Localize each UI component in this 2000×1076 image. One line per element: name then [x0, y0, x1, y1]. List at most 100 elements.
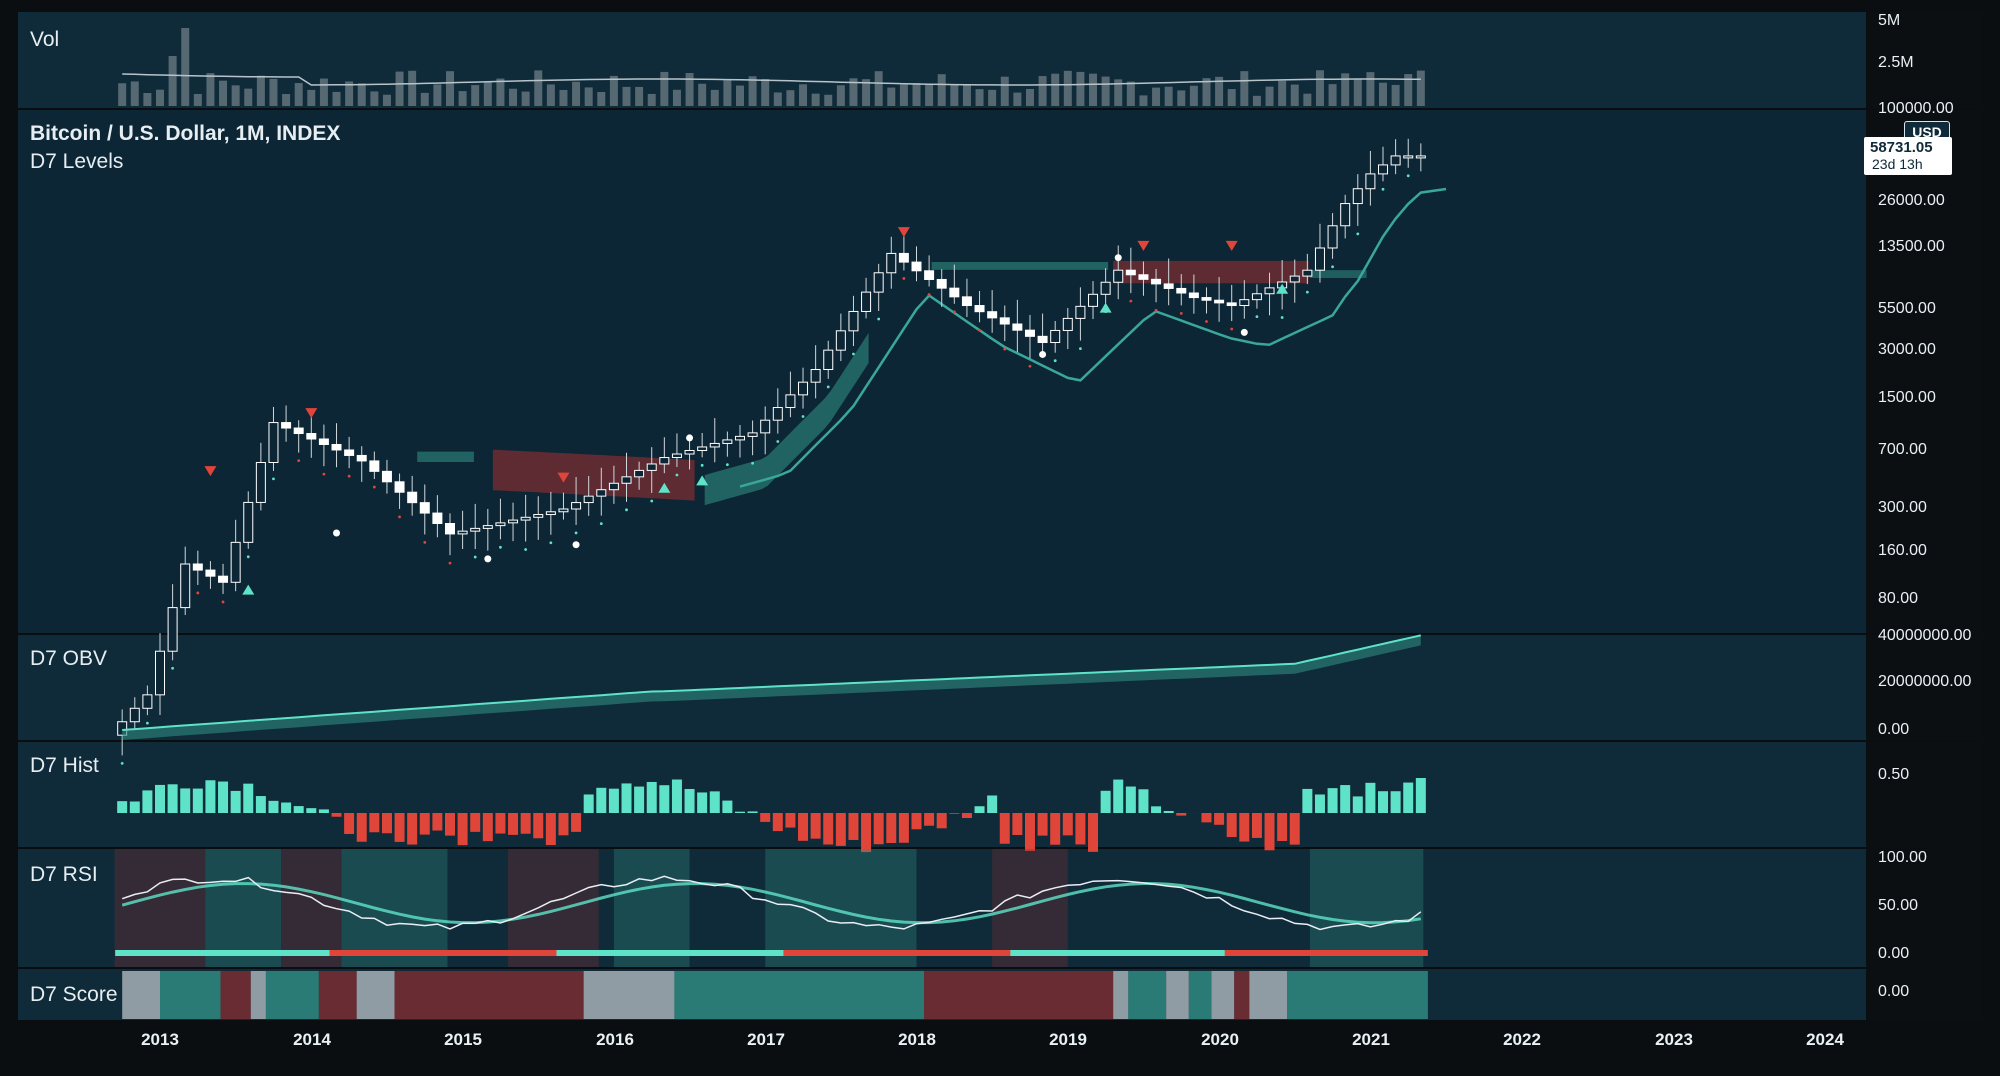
- year-tick: 2015: [444, 1030, 482, 1049]
- sell-signal-marker: [305, 408, 318, 419]
- rsi-state-bar: [1010, 950, 1025, 956]
- volume-bar: [698, 83, 707, 106]
- buy-signal-marker: [1276, 283, 1289, 294]
- candle-body: [444, 523, 455, 535]
- candle-body: [508, 519, 519, 524]
- level-dot: [927, 293, 931, 296]
- candle-body: [1289, 275, 1300, 283]
- price-tick: 100000.00: [1878, 100, 1954, 117]
- hist-bar: [344, 813, 355, 834]
- indicator-label-hist[interactable]: D7 Hist: [30, 754, 99, 777]
- candle-body: [432, 512, 443, 525]
- cloud-band: [1309, 270, 1367, 278]
- candle-body: [281, 422, 292, 429]
- rsi-state-bar: [304, 950, 319, 956]
- hist-bar: [1100, 790, 1111, 813]
- rsi-axis[interactable]: 100.00 50.00 0.00: [1866, 849, 1982, 967]
- volume-bar: [811, 93, 820, 106]
- hist-axis[interactable]: 0.50: [1866, 742, 1982, 847]
- score-segment: [1166, 971, 1189, 1019]
- candle-body: [306, 433, 317, 440]
- hist-bar: [1201, 813, 1212, 823]
- hist-bar: [1062, 813, 1073, 836]
- level-dot: [725, 463, 729, 467]
- level-dot: [1003, 347, 1007, 351]
- indicator-label-rsi[interactable]: D7 RSI: [30, 863, 98, 886]
- rsi-state-bar: [1275, 950, 1290, 956]
- last-price-value: 58731.05: [1870, 139, 1933, 156]
- hist-bar: [873, 813, 884, 845]
- price-panel[interactable]: Bitcoin / U.S. Dollar, 1M, INDEX D7 Leve…: [18, 110, 1866, 633]
- hist-bar: [218, 781, 229, 813]
- hist-bar: [571, 813, 582, 832]
- candle-body: [861, 291, 872, 312]
- indicator-label-obv[interactable]: D7 OBV: [30, 647, 108, 670]
- volume-bar: [496, 78, 505, 106]
- indicator-label-score[interactable]: D7 Score: [30, 983, 118, 1006]
- level-dot: [1331, 265, 1334, 269]
- hist-bar: [974, 806, 985, 813]
- score-axis[interactable]: 0.00: [1866, 969, 1982, 1020]
- candle-body: [1415, 155, 1426, 159]
- rsi-state-bar: [253, 950, 268, 956]
- rsi-panel[interactable]: D7 RSI: [18, 849, 1866, 967]
- rsi-zone: [765, 849, 917, 967]
- volume-bar: [130, 81, 139, 106]
- price-axis[interactable]: 100000.00 26000.00 13500.00 5500.00 3000…: [1866, 100, 1982, 633]
- rsi-zone: [613, 849, 690, 967]
- rsi-state-bar: [216, 950, 231, 956]
- rsi-state-bar: [1086, 950, 1101, 956]
- hist-bar: [1037, 813, 1048, 836]
- volume-bar: [1189, 85, 1198, 106]
- score-segment: [1113, 971, 1129, 1019]
- time-axis[interactable]: 2013 2014 2015 2016 2017 2018 2019 2020 …: [18, 1022, 1866, 1066]
- hist-panel[interactable]: D7 Hist: [18, 742, 1866, 847]
- level-dot: [751, 461, 754, 465]
- volume-bar: [597, 92, 606, 106]
- sell-signal-marker: [1225, 240, 1238, 251]
- candle-body: [545, 511, 556, 516]
- level-dot: [1179, 311, 1183, 315]
- level-dot: [1230, 327, 1234, 331]
- rsi-state-bar: [115, 950, 130, 956]
- volume-bar: [1139, 95, 1148, 106]
- hist-bar: [987, 795, 998, 813]
- candle-body: [205, 569, 216, 577]
- volume-axis[interactable]: 5M 2.5M: [1866, 12, 1982, 108]
- volume-bar: [1328, 84, 1337, 106]
- volume-ma-line: [122, 73, 1421, 86]
- candle-body: [1226, 302, 1237, 307]
- volume-bar: [950, 84, 959, 106]
- hist-bar: [684, 788, 695, 813]
- hist-bar: [1403, 782, 1414, 813]
- candle-body: [558, 508, 569, 513]
- volume-bar: [483, 81, 492, 106]
- hist-bar: [432, 813, 443, 831]
- symbol-title[interactable]: Bitcoin / U.S. Dollar, 1M, INDEX: [30, 122, 341, 145]
- volume-bar: [1265, 86, 1274, 106]
- rsi-state-bar: [1111, 950, 1126, 956]
- rsi-state-bar: [1287, 950, 1302, 956]
- level-dot: [246, 555, 250, 559]
- year-tick: 2023: [1655, 1030, 1693, 1049]
- rsi-tick: 50.00: [1878, 897, 1919, 914]
- candle-body: [1037, 335, 1048, 344]
- rsi-state-bar: [190, 950, 205, 956]
- hist-bar: [407, 813, 418, 845]
- candle-body: [1188, 292, 1199, 299]
- obv-axis[interactable]: 40000000.00 20000000.00 0.00: [1866, 627, 1982, 740]
- hist-bar: [961, 813, 972, 818]
- hist-bar: [583, 794, 594, 813]
- volume-bar: [256, 75, 265, 106]
- level-dot: [1205, 320, 1208, 323]
- volume-bar: [572, 81, 581, 106]
- rsi-state-bar: [1212, 950, 1227, 956]
- volume-bar: [988, 89, 997, 106]
- volume-bar: [231, 85, 240, 106]
- volume-bar: [433, 84, 442, 106]
- volume-bar: [1000, 76, 1009, 106]
- indicator-label-levels[interactable]: D7 Levels: [30, 150, 124, 173]
- rsi-state-bar: [1300, 950, 1315, 956]
- hist-bar: [155, 784, 165, 813]
- volume-bar: [282, 94, 291, 106]
